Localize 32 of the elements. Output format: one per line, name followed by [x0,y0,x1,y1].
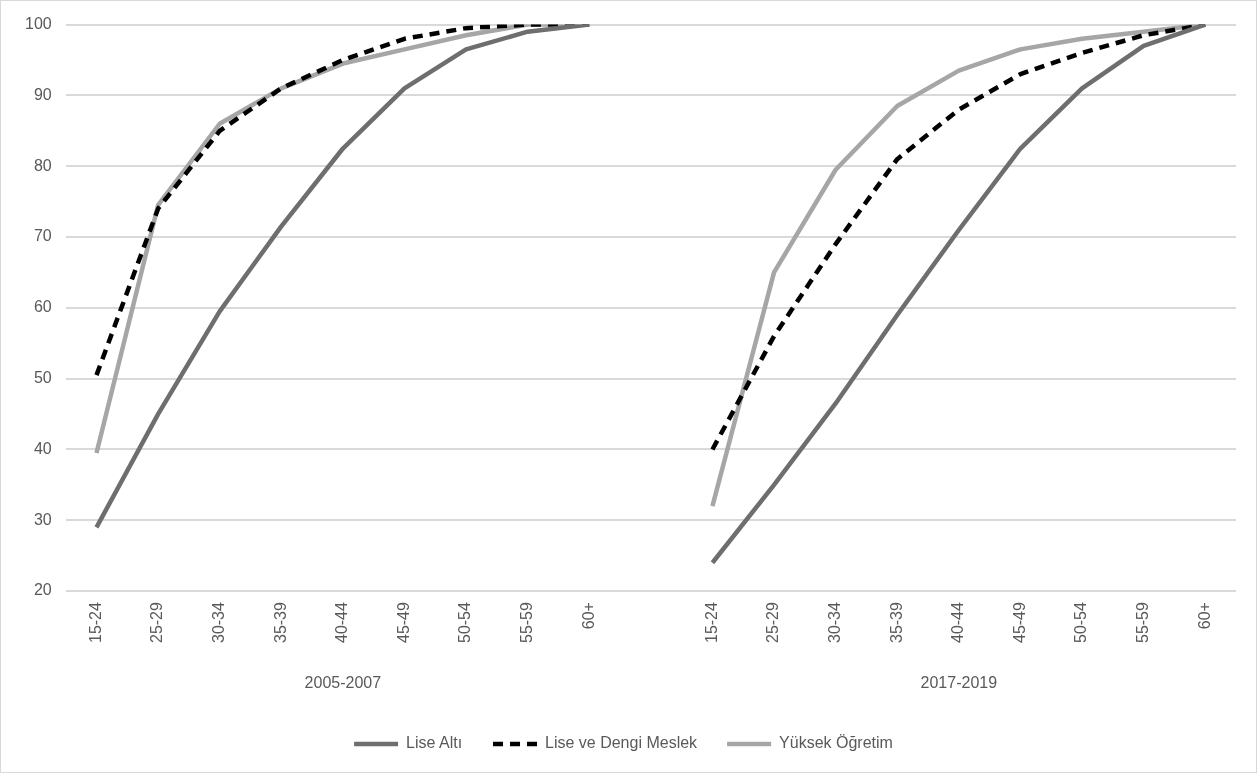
x-tick-label: 15-24 [86,601,104,643]
text: 2005-2007 [304,674,382,692]
x-tick-label: 60+ [579,602,597,630]
x-tick-label: 15-24 [702,601,720,643]
y-tick-label: 60 [33,298,52,316]
x-tick-label: 55-59 [1134,601,1152,643]
x-tick-label: 35-39 [271,601,289,643]
x-tick-label: 55-59 [518,601,536,643]
x-tick-label: 40-44 [949,601,967,643]
text: 2017-2019 [920,674,998,692]
x-tick-label: 50-54 [456,601,474,643]
legend-label: Yüksek Öğretim [779,734,893,752]
x-tick-label: 45-49 [1010,601,1028,643]
x-tick-label: 30-34 [210,601,228,643]
x-tick-label: 40-44 [333,601,351,643]
y-tick-label: 30 [33,510,52,528]
y-tick-label: 50 [33,369,52,387]
x-tick-label: 60+ [1195,602,1213,630]
x-tick-label: 25-29 [764,601,782,643]
y-tick-label: 40 [33,439,52,457]
legend-label: Lise Altı [406,734,463,752]
x-tick-label: 35-39 [887,601,905,643]
y-tick-label: 90 [33,85,52,103]
x-tick-label: 25-29 [148,601,166,643]
x-tick-label: 30-34 [826,601,844,643]
legend-label: Lise ve Dengi Meslek [545,734,699,752]
x-tick-label: 50-54 [1072,601,1090,643]
y-tick-label: 70 [33,227,52,245]
x-tick-label: 45-49 [394,601,412,643]
y-tick-label: 80 [33,156,52,174]
y-tick-label: 20 [33,581,52,599]
y-tick-label: 100 [24,15,52,33]
